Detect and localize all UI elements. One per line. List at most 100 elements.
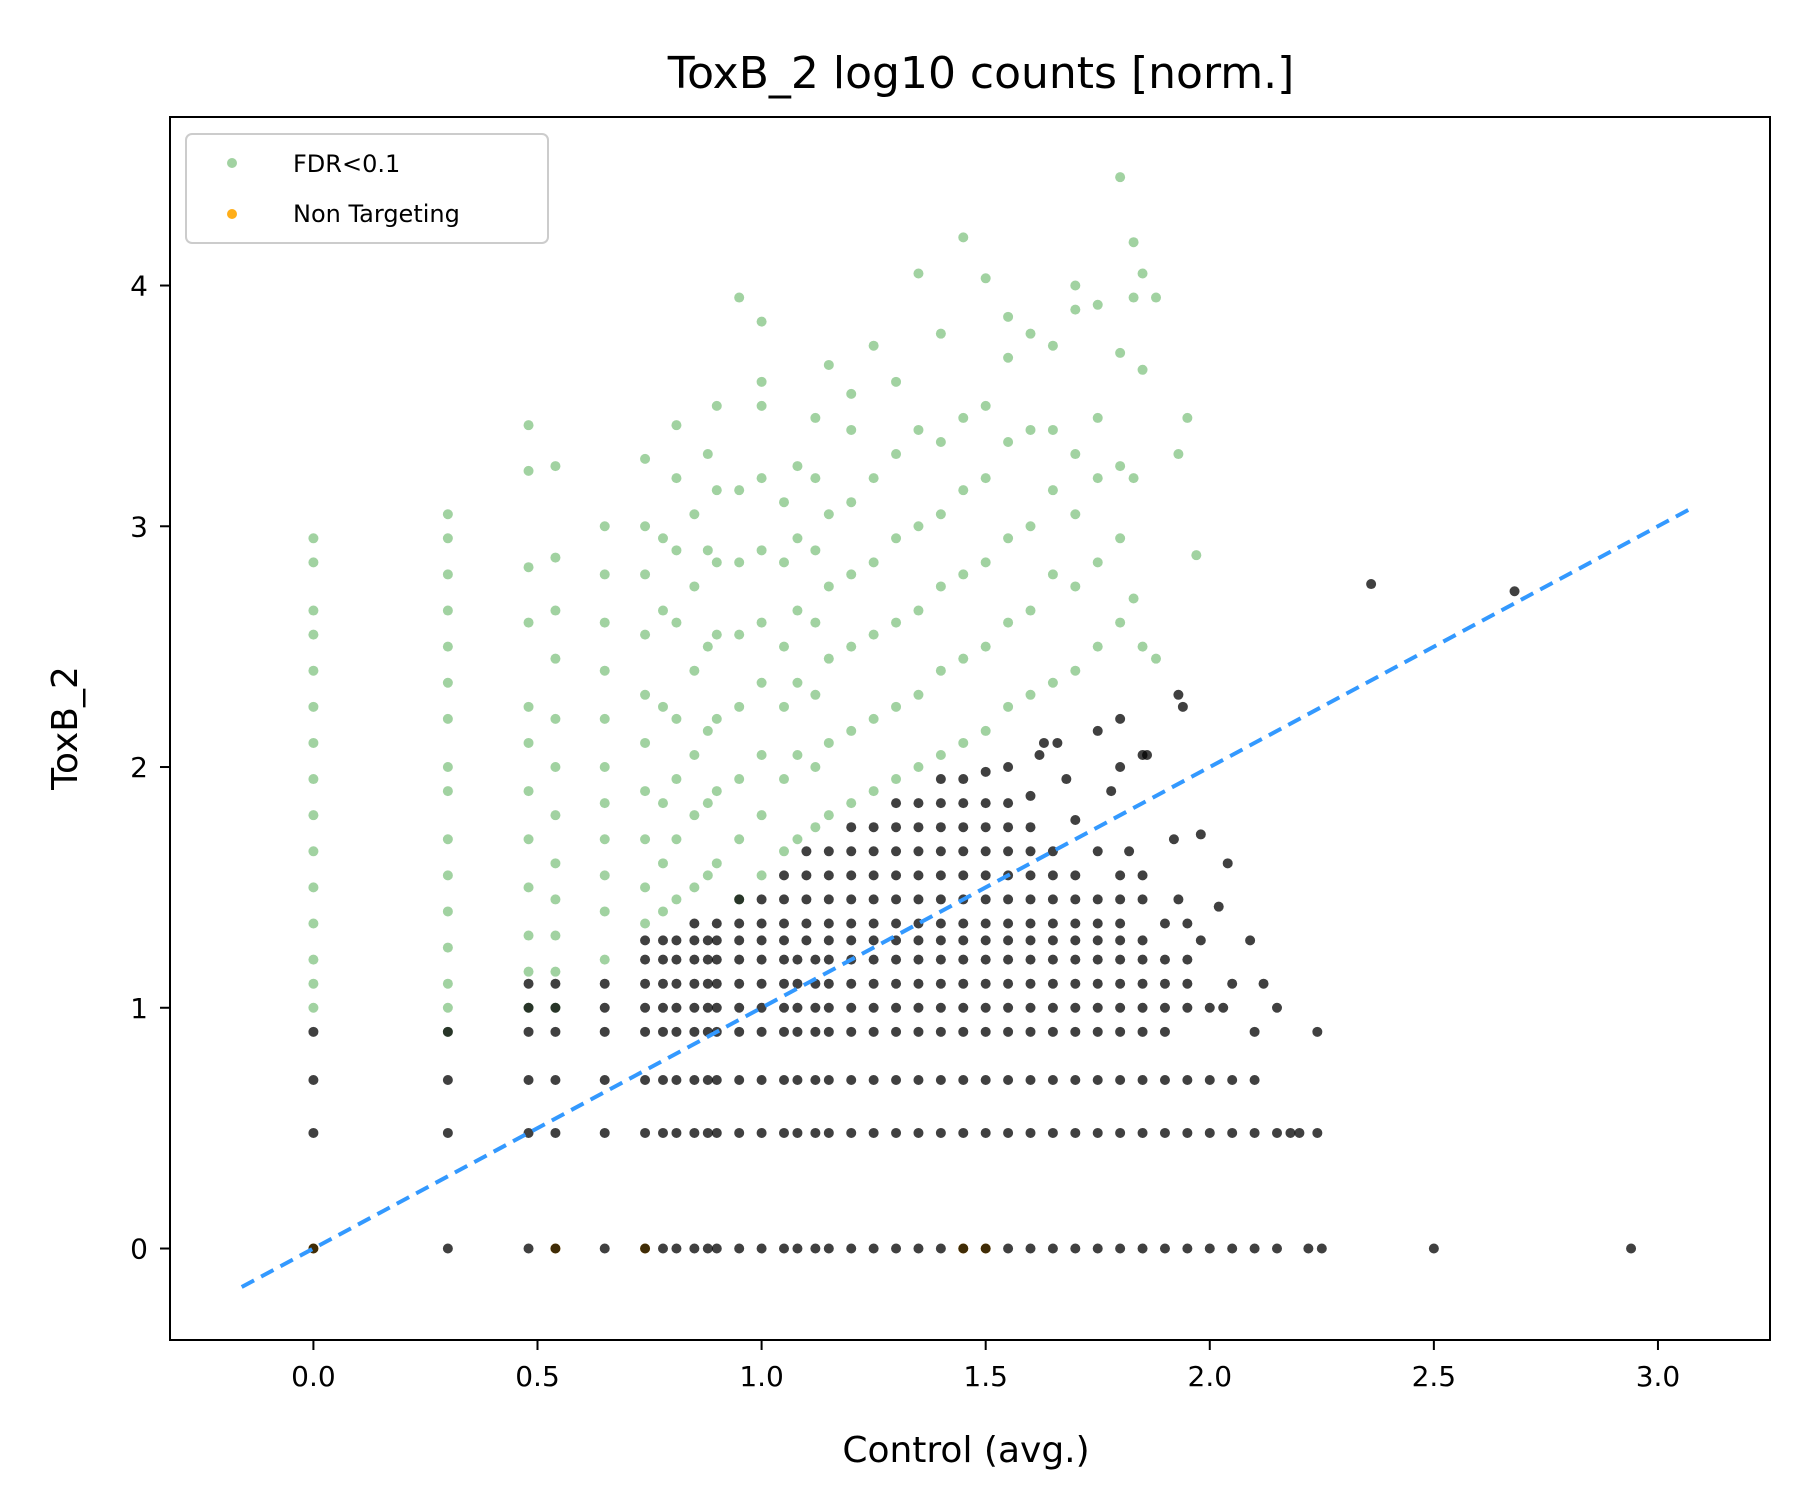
scatter-point [756,978,767,989]
scatter-point [958,1074,969,1085]
scatter-point [734,629,745,640]
scatter-point [1509,586,1520,597]
scatter-point [442,834,453,845]
scatter-point [1245,935,1256,946]
scatter-point [1092,725,1103,736]
scatter-point [442,1074,453,1085]
scatter-point [599,617,610,628]
scatter-point [523,1074,534,1085]
scatter-point [689,1074,700,1085]
scatter-point [810,1002,821,1013]
scatter-point [1222,858,1233,869]
scatter-point [1115,172,1126,183]
scatter-point [980,846,991,857]
scatter-point [1204,1074,1215,1085]
scatter-point [599,762,610,773]
scatter-point [779,978,790,989]
scatter-point [756,316,767,327]
scatter-point [935,1002,946,1013]
scatter-point [868,935,879,946]
scatter-point [442,1002,453,1013]
scatter-point [935,749,946,760]
scatter-point [1061,774,1072,785]
x-axis-ticks: 0.0 0.5 1.0 1.5 2.0 2.5 3.0 [291,1340,1680,1393]
scatter-point [823,810,834,821]
scatter-point [1003,918,1014,929]
scatter-point [523,737,534,748]
scatter-point [671,1002,682,1013]
scatter-point [689,978,700,989]
scatter-point [891,822,902,833]
scatter-point [823,870,834,881]
scatter-point [980,641,991,652]
scatter-point [1047,485,1058,496]
scatter-point [599,569,610,580]
scatter-point [801,870,812,881]
scatter-point [935,918,946,929]
scatter-point [734,1127,745,1138]
scatter-point [599,834,610,845]
scatter-point [935,846,946,857]
scatter-point [1159,1026,1170,1037]
scatter-point [792,677,803,688]
scatter-point [1173,689,1184,700]
scatter-point [657,1026,668,1037]
scatter-point [1070,935,1081,946]
scatter-point [640,737,651,748]
scatter-point [640,1002,651,1013]
scatter-point [1003,846,1014,857]
scatter-point [823,1026,834,1037]
scatter-point [671,420,682,431]
scatter-point [779,894,790,905]
scatter-point [308,629,319,640]
scatter-point [1115,762,1126,773]
scatter-point [702,449,713,460]
scatter-point [671,978,682,989]
scatter-point [958,1243,969,1254]
scatter-point [913,424,924,435]
scatter-point [657,858,668,869]
scatter-point [980,766,991,777]
scatter-point [810,1074,821,1085]
scatter-point [1070,978,1081,989]
scatter-point [779,1026,790,1037]
scatter-point [1047,569,1058,580]
scatter-point [734,292,745,303]
scatter-point [891,701,902,712]
scatter-point [599,1002,610,1013]
scatter-point [550,1127,561,1138]
scatter-point [980,870,991,881]
scatter-point [1003,935,1014,946]
scatter-point [1272,1243,1283,1254]
scatter-point [1025,918,1036,929]
scatter-point [891,846,902,857]
scatter-point [913,1127,924,1138]
scatter-point [823,1127,834,1138]
scatter-point [980,400,991,411]
scatter-point [958,485,969,496]
scatter-point [657,1243,668,1254]
scatter-point [1168,834,1179,845]
y-tick-label: 2 [130,751,148,784]
scatter-point [640,453,651,464]
scatter-point [1249,1074,1260,1085]
scatter-point [1070,280,1081,291]
scatter-point [711,1074,722,1085]
scatter-point [810,762,821,773]
scatter-point [711,935,722,946]
scatter-point [308,954,319,965]
scatter-point [1191,550,1202,561]
scatter-point [1227,1243,1238,1254]
scatter-point [1070,918,1081,929]
scatter-point [958,1026,969,1037]
scatter-point [868,557,879,568]
scatter-point [779,954,790,965]
scatter-point [935,1026,946,1037]
scatter-point [1003,1026,1014,1037]
scatter-point [868,1074,879,1085]
scatter-point [980,725,991,736]
scatter-point [1092,846,1103,857]
scatter-point [657,954,668,965]
scatter-point [1038,737,1049,748]
scatter-point [523,966,534,977]
